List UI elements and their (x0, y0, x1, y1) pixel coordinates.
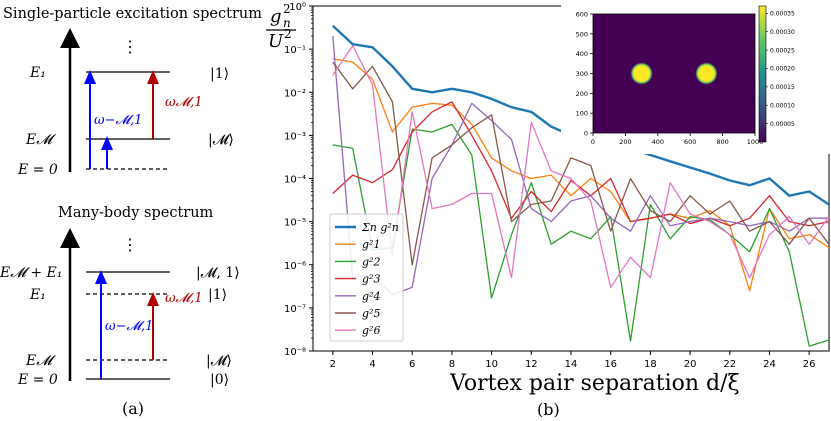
inset-x-tick-label: 200 (619, 138, 631, 146)
inset-y-tick-label: 400 (576, 50, 588, 58)
y-tick-label: 10⁰ (289, 2, 306, 13)
legend-label: g²6 (362, 324, 380, 337)
x-tick-label: 14 (565, 359, 578, 370)
y-tick-label: 10⁻¹ (284, 45, 306, 56)
y-tick-label: 10⁻⁵ (284, 218, 306, 229)
y-tick-label: 10⁻⁶ (284, 261, 306, 272)
bottom-label-e1: E₁ (29, 287, 46, 303)
x-tick-label: 22 (723, 359, 736, 370)
inset-y-tick-label: 0 (584, 130, 588, 138)
y-tick-label: 10⁻⁸ (284, 347, 306, 358)
inset-x-tick-label: 400 (652, 138, 664, 146)
bottom-ket-0: |0⟩ (210, 372, 229, 388)
colorbar-tick-label: 0.00010 (770, 102, 795, 109)
ylabel-sub: n (283, 16, 291, 30)
x-tick-label: 12 (525, 359, 538, 370)
top-label-em: E𝓜 (25, 132, 56, 148)
colorbar-tick-label: 0.00020 (770, 66, 795, 73)
inset-x-tick-label: 0 (591, 138, 595, 146)
inset-heatmap: 0 200 400 600 800 1000 0 100 200 300 400 500 600 0.00… (561, 4, 831, 154)
colorbar-tick-label: 0.00025 (770, 47, 795, 54)
inset-y-tick-label: 600 (576, 11, 588, 19)
panel-b: g 2 n U 2 10⁻⁸ 10⁻⁷ 10⁻⁶ 10⁻⁵ 10⁻⁴ 10⁻³ 10⁻² 10… (266, 2, 831, 419)
panel-a-caption: (a) (122, 399, 144, 418)
bottom-omega-minus: ω−𝓜,1 (105, 319, 153, 334)
y-tick-label: 10⁻³ (284, 131, 306, 142)
vortex-spot (630, 62, 653, 85)
top-dots: ⋮ (122, 37, 138, 56)
bottom-label-eme1: E𝓜 + E₁ (0, 265, 62, 281)
colorbar-tick-label: 0.00030 (770, 29, 795, 36)
legend: Σn g²n g²1 g²2 g²3 g²4 g²5 g²6 (329, 213, 404, 342)
legend-label: g²2 (362, 255, 380, 268)
panel-a: Single-particle excitation spectrum ⋮ E₁… (0, 6, 262, 418)
bottom-dots: ⋮ (122, 235, 138, 254)
x-tick-label: 8 (449, 359, 455, 370)
panel-a-bottom-title: Many-body spectrum (58, 205, 214, 221)
inset-y-tick-label: 500 (576, 30, 588, 38)
legend-label: Σn g²n (361, 221, 399, 234)
x-tick-label: 6 (409, 359, 415, 370)
inset-x-tick-label: 800 (716, 138, 728, 146)
series-line-6 (332, 45, 829, 288)
inset-plot (592, 13, 756, 134)
x-tick-label: 4 (369, 359, 375, 370)
x-tick-label: 24 (763, 359, 776, 370)
ylabel-sup: 2 (283, 2, 291, 16)
legend-label: g²3 (362, 273, 380, 286)
bottom-omega-plus: ω𝓜,1 (165, 291, 203, 306)
legend-label: g²1 (362, 238, 380, 251)
series-line-5 (332, 61, 829, 266)
x-tick-label: 10 (485, 359, 498, 370)
y-tick-label: 10⁻⁷ (284, 304, 306, 315)
ylabel-den-sup: 2 (284, 27, 292, 41)
legend-label: g²4 (362, 290, 380, 303)
bottom-ket-1: |1⟩ (208, 287, 227, 303)
inset-x-tick-label: 1000 (747, 138, 764, 146)
inset-y-tick-label: 300 (576, 70, 588, 78)
inset-y-tick-label: 100 (576, 110, 588, 118)
x-tick-label: 18 (644, 359, 657, 370)
ylabel-denominator: U (268, 31, 284, 52)
panel-a-top-title: Single-particle excitation spectrum (3, 6, 262, 22)
bottom-ket-m: |𝓜⟩ (206, 353, 232, 369)
top-omega-minus: ω−𝓜,1 (94, 113, 142, 128)
top-omega-plus: ω𝓜,1 (165, 95, 203, 110)
xlabel: Vortex pair separation d/ξ (449, 371, 740, 396)
x-tick-label: 2 (330, 359, 336, 370)
ylabel-numerator: g (270, 6, 282, 27)
colorbar-tick-label: 0.00035 (770, 11, 795, 18)
x-tick-label: 20 (684, 359, 697, 370)
top-label-e1: E₁ (29, 65, 46, 81)
colorbar (758, 5, 767, 143)
inset-y-tick-label: 200 (576, 90, 588, 98)
x-tick-label: 16 (604, 359, 617, 370)
panel-b-caption: (b) (537, 400, 560, 419)
series-line-1 (332, 58, 829, 292)
colorbar-tick-label: 0.00005 (770, 121, 795, 128)
vortex-spot (695, 62, 718, 85)
top-label-e0: E = 0 (17, 162, 58, 178)
top-ket-m: |𝓜⟩ (208, 132, 234, 148)
colorbar-tick-label: 0.00015 (770, 84, 795, 91)
x-tick-label: 26 (803, 359, 816, 370)
y-tick-label: 10⁻⁴ (284, 175, 306, 186)
top-ket-1: |1⟩ (210, 66, 229, 82)
legend-label: g²5 (362, 307, 380, 320)
legend-box (329, 213, 404, 342)
bottom-label-e0: E = 0 (17, 372, 58, 388)
inset-x-tick-label: 600 (684, 138, 696, 146)
bottom-ket-m1: |𝓜, 1⟩ (196, 265, 240, 281)
y-tick-label: 10⁻² (284, 88, 306, 99)
bottom-label-em: E𝓜 (25, 353, 56, 369)
